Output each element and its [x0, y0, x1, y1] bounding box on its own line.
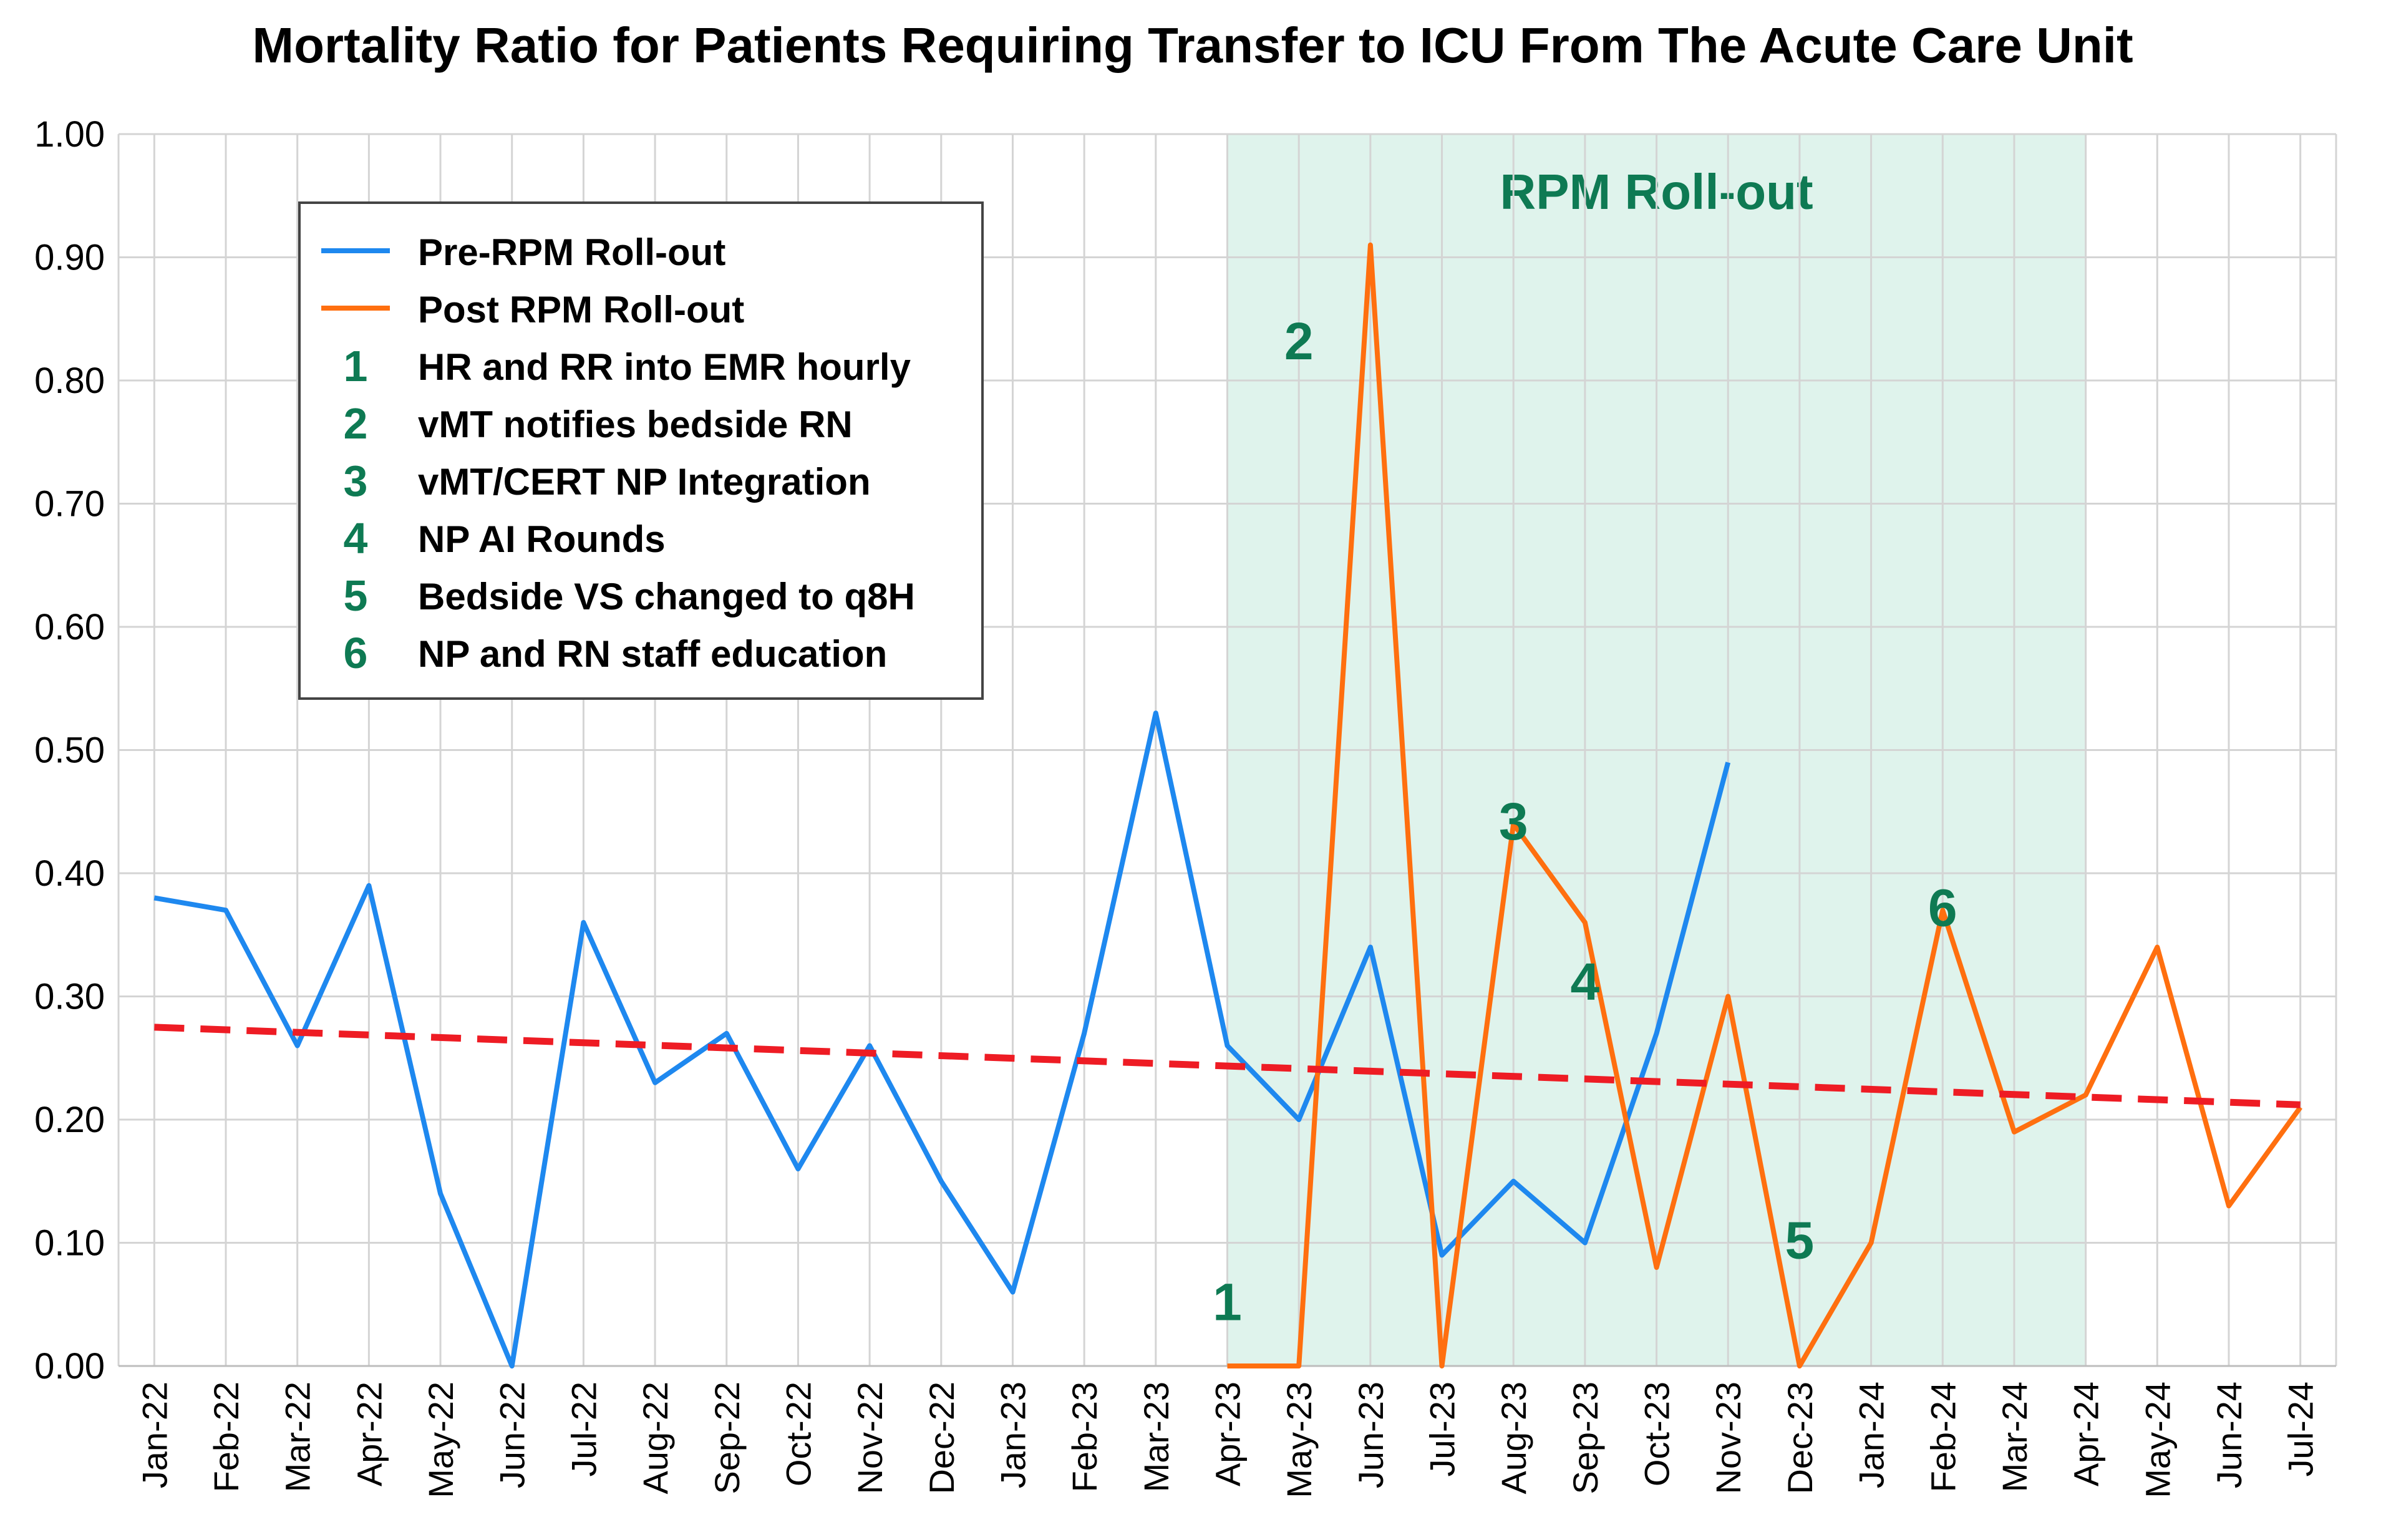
x-tick-label: Feb-24 — [1923, 1382, 1962, 1492]
annotation-4: 4 — [1571, 952, 1600, 1011]
series-line-post-rpm — [1227, 242, 2302, 1368]
legend-number: 6 — [344, 629, 368, 677]
x-tick-label: Jul-24 — [2281, 1382, 2321, 1477]
trend-line — [154, 1024, 2301, 1108]
x-tick-label: Aug-23 — [1494, 1382, 1533, 1494]
legend-label: NP and RN staff education — [418, 633, 887, 675]
grid — [117, 133, 2337, 1367]
x-tick-label: Dec-22 — [922, 1382, 961, 1494]
x-tick-label: Oct-22 — [778, 1382, 818, 1486]
x-tick-label: May-24 — [2138, 1382, 2177, 1498]
x-tick-label: Apr-24 — [2067, 1382, 2106, 1486]
legend-label: vMT notifies bedside RN — [418, 404, 853, 445]
legend-box — [298, 201, 984, 700]
x-tick-label: May-23 — [1279, 1382, 1319, 1498]
annotation-3: 3 — [1499, 792, 1528, 851]
x-tick-label: Dec-23 — [1780, 1382, 1820, 1494]
annotation-2: 2 — [1284, 312, 1314, 370]
legend-label: HR and RR into EMR hourly — [418, 346, 911, 388]
series-line-pre-rpm — [153, 710, 1731, 1368]
y-tick-label: 1.00 — [34, 114, 105, 155]
legend-number: 4 — [344, 514, 368, 563]
legend-number: 3 — [344, 457, 368, 505]
x-tick-label: Mar-22 — [278, 1382, 318, 1492]
x-tick-label: Apr-22 — [349, 1382, 389, 1486]
y-tick-label: 0.50 — [34, 730, 105, 771]
y-tick-label: 0.90 — [34, 238, 105, 278]
y-tick-label: 0.80 — [34, 361, 105, 401]
annotation-6: 6 — [1928, 878, 1957, 937]
legend-label: NP AI Rounds — [418, 518, 666, 560]
x-tick-label: Apr-23 — [1208, 1382, 1248, 1486]
x-tick-label: Mar-24 — [1995, 1382, 2034, 1492]
x-tick-label: Jul-22 — [564, 1382, 603, 1477]
y-tick-label: 0.20 — [34, 1100, 105, 1140]
x-tick-label: Nov-22 — [850, 1382, 890, 1494]
x-tick-label: Sep-22 — [707, 1382, 747, 1494]
legend-label: Bedside VS changed to q8H — [418, 576, 915, 617]
legend-number: 1 — [344, 342, 368, 390]
legend-number: 2 — [344, 399, 368, 448]
x-tick-label: Sep-23 — [1566, 1382, 1605, 1494]
annotations: 1 2 3 4 5 6 — [1213, 312, 1957, 1332]
x-tick-label: Feb-22 — [206, 1382, 246, 1492]
y-tick-label: 0.70 — [34, 484, 105, 525]
legend: Pre-RPM Roll-out Post RPM Roll-out 1 HR and… — [298, 201, 984, 700]
x-tick-label: Jan-24 — [1852, 1382, 1891, 1488]
y-tick-label: 0.40 — [34, 853, 105, 894]
x-tick-label: Feb-23 — [1065, 1382, 1104, 1492]
legend-label: vMT/CERT NP Integration — [418, 461, 871, 503]
x-tick-label: Jun-24 — [2209, 1382, 2249, 1488]
x-tick-label: Mar-23 — [1137, 1382, 1176, 1492]
legend-label: Post RPM Roll-out — [418, 289, 744, 331]
legend-number: 5 — [344, 571, 368, 620]
legend-label: Pre-RPM Roll-out — [418, 231, 725, 273]
annotation-1: 1 — [1213, 1272, 1242, 1331]
axes: 0.00 0.10 0.20 0.30 0.40 0.50 0.60 0.70 0.80 0.90… — [34, 114, 2321, 1498]
y-tick-label: 0.10 — [34, 1223, 105, 1264]
x-tick-label: Jun-23 — [1351, 1382, 1390, 1488]
chart-title: Mortality Ratio for Patients Requiring T… — [252, 17, 2133, 73]
x-tick-label: Jun-22 — [493, 1382, 532, 1488]
x-tick-label: Jan-23 — [993, 1382, 1032, 1488]
x-tick-label: Aug-22 — [636, 1382, 675, 1494]
x-tick-label: Jul-23 — [1423, 1382, 1462, 1477]
series — [153, 242, 2302, 1368]
y-tick-label: 0.00 — [34, 1346, 105, 1387]
x-tick-label: Oct-23 — [1637, 1382, 1677, 1486]
annotation-5: 5 — [1785, 1211, 1815, 1270]
y-tick-label: 0.60 — [34, 607, 105, 647]
x-tick-label: Jan-22 — [135, 1382, 174, 1488]
x-tick-label: Nov-23 — [1709, 1382, 1748, 1494]
y-tick-label: 0.30 — [34, 977, 105, 1017]
x-tick-label: May-22 — [421, 1382, 460, 1498]
